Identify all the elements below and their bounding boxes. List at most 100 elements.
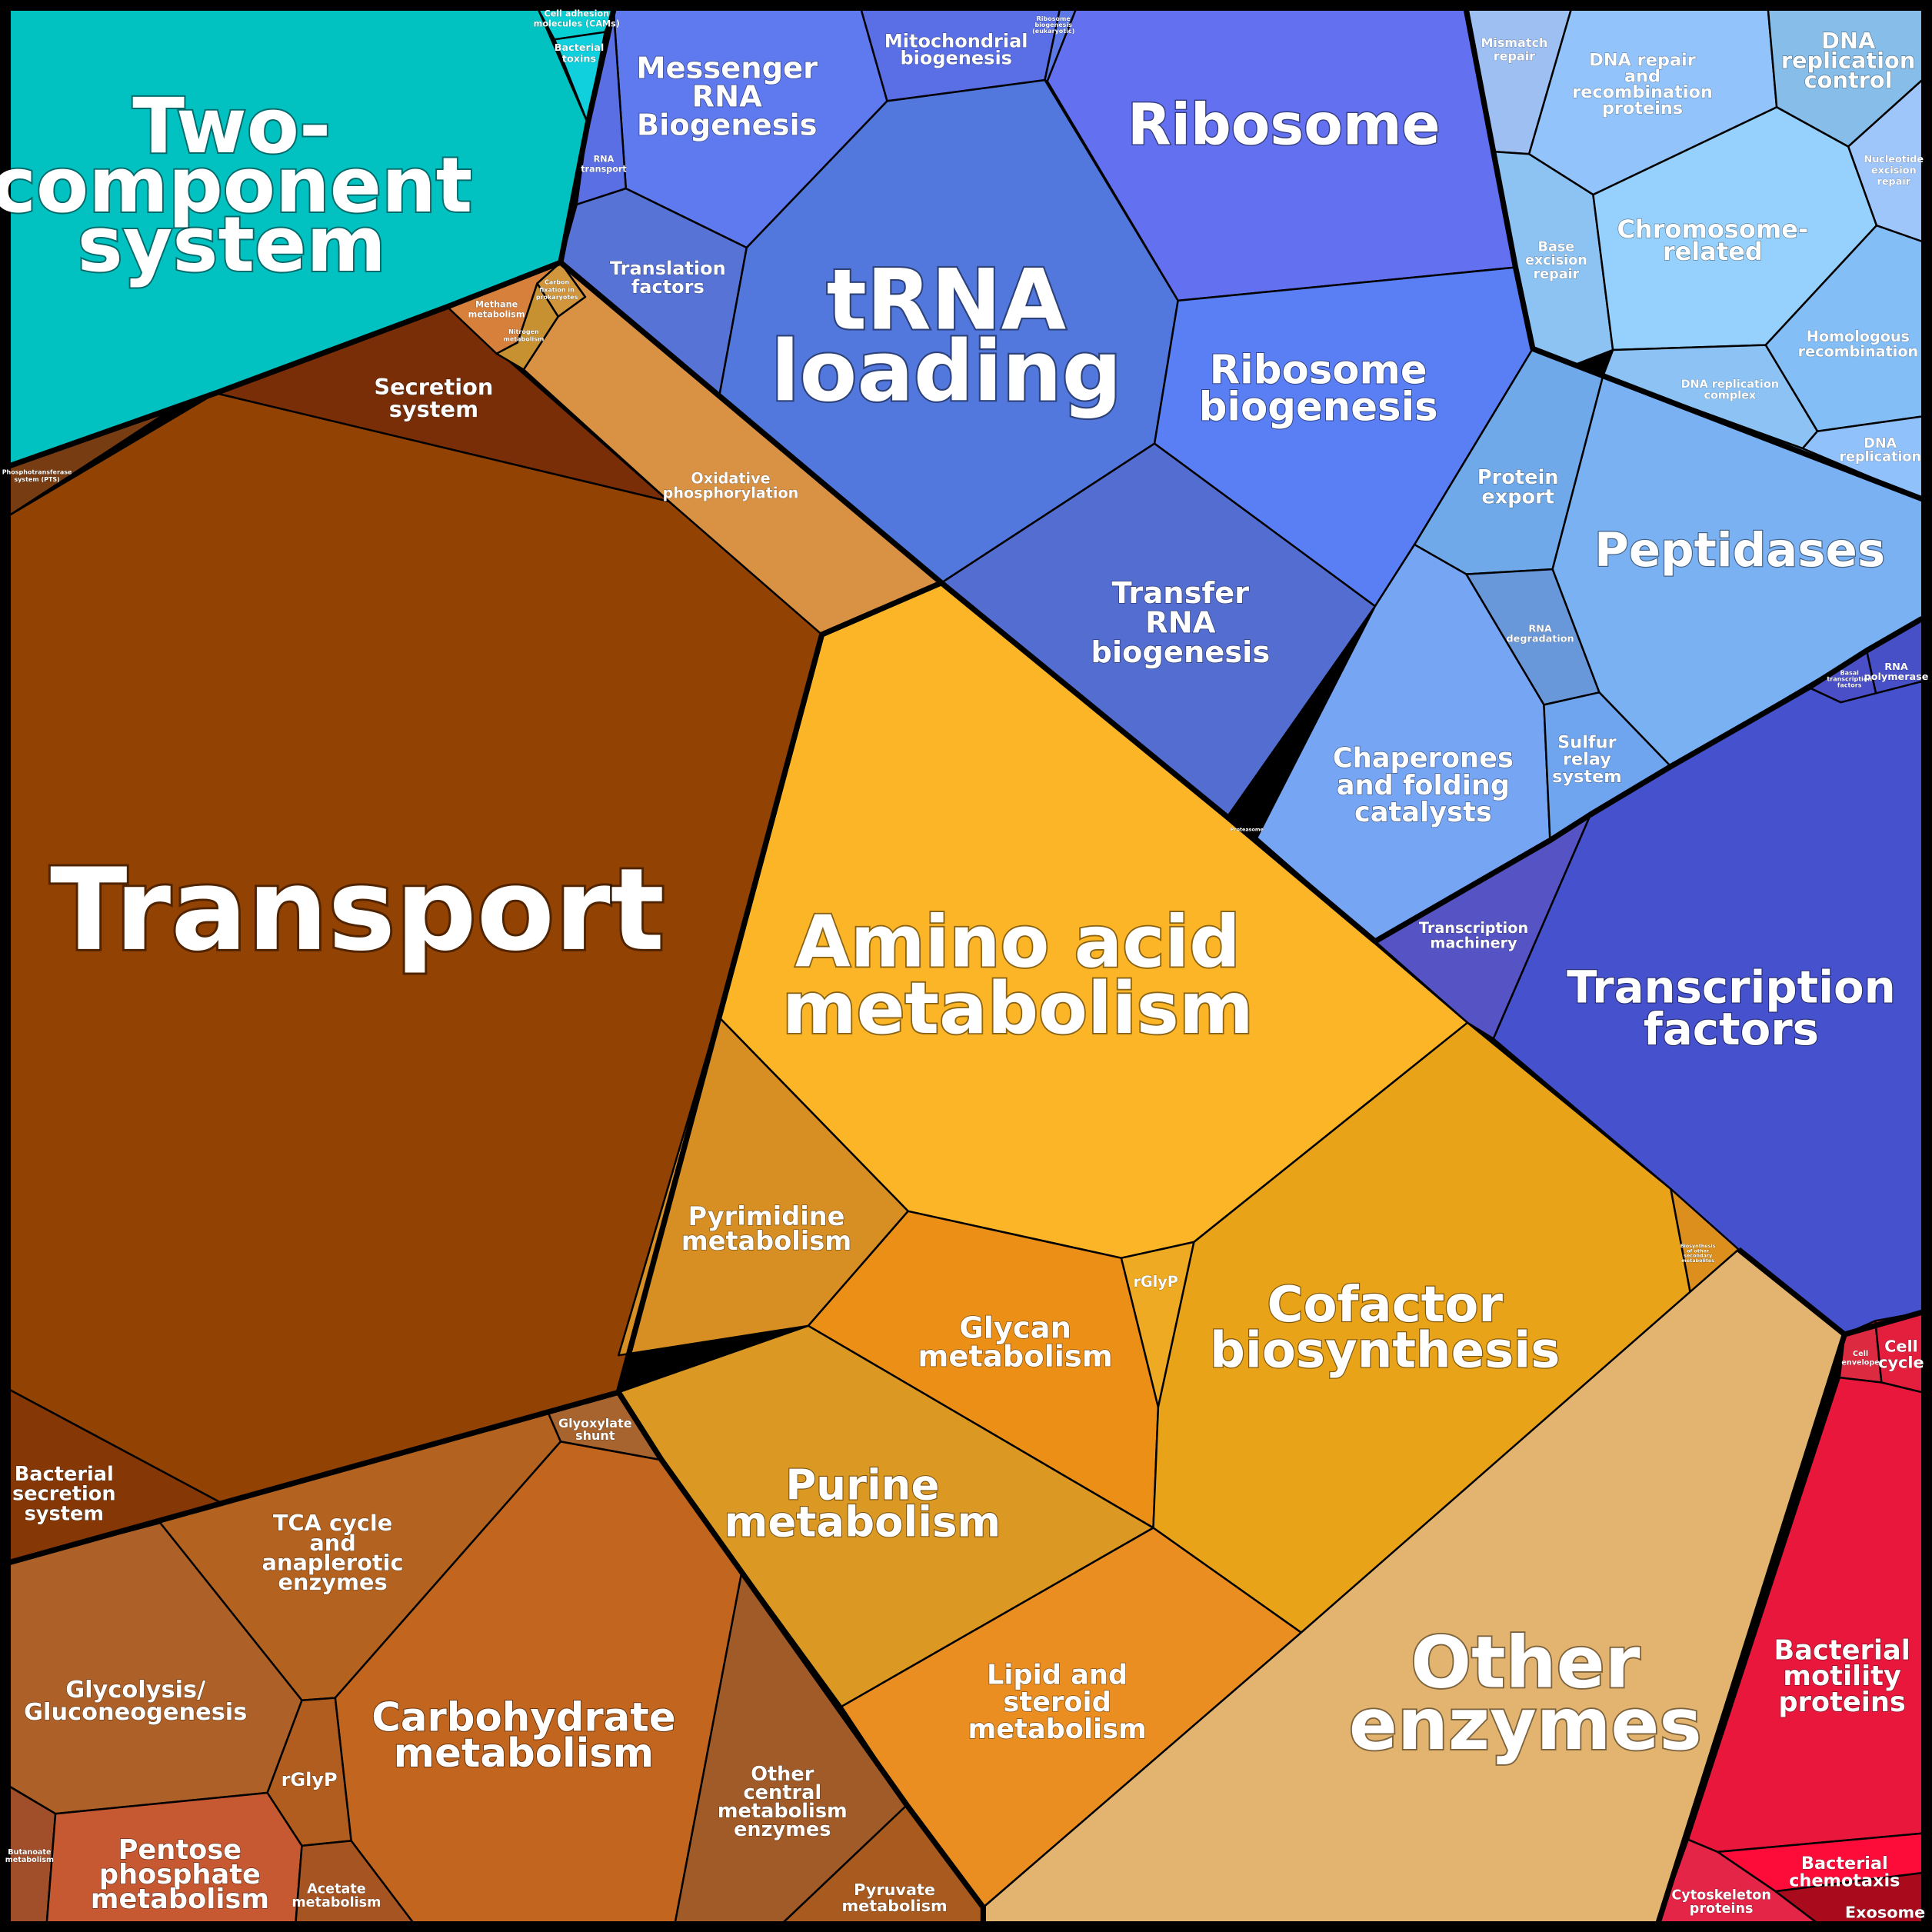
- label-line: DNA replication: [1681, 378, 1779, 391]
- label-line: biogenesis: [1199, 385, 1438, 431]
- label-transcription-factors: Transcription factors: [1567, 961, 1896, 1055]
- label-line: recombination: [1798, 342, 1919, 360]
- label-basal-transcription: Basal transcription factors: [1827, 670, 1872, 689]
- label-line: envelope: [1841, 1358, 1880, 1367]
- label-protein-export: Protein export: [1477, 466, 1559, 509]
- label-cofactor-biosynthesis: Cofactor biosynthesis: [1210, 1277, 1560, 1379]
- label-line: loading: [771, 322, 1121, 420]
- label-two-component: Two-component system: [0, 82, 472, 289]
- label-tca-cycle: TCA cycle and anaplerotic enzymes: [262, 1510, 404, 1595]
- label-line: Cytoskeleton: [1671, 1887, 1771, 1903]
- label-line: Bacterial: [1774, 1635, 1910, 1667]
- label-line: Cofactor: [1267, 1277, 1503, 1334]
- label-transcription-machinery: Transcription machinery: [1419, 919, 1528, 951]
- label-line: Nitrogen: [508, 328, 539, 335]
- label-line: recombination: [1572, 82, 1713, 102]
- label-chromosome-related: Chromosome-related: [1617, 215, 1808, 266]
- label-other-central: Other central metabolism enzymes: [718, 1763, 848, 1841]
- label-line: repair: [1877, 176, 1911, 188]
- label-line: transcription: [1827, 676, 1872, 683]
- label-pyrimidine-metabolism: Pyrimidine metabolism: [681, 1201, 852, 1256]
- label-line: control: [1804, 67, 1893, 93]
- label-line: RNA: [594, 155, 615, 165]
- label-line: component: [0, 142, 472, 230]
- label-line: proteins: [1778, 1687, 1905, 1718]
- label-trna-loading: tRNA loading: [771, 251, 1121, 420]
- label-line: Transcription: [1419, 919, 1528, 937]
- cells-layer: [8, 8, 1924, 1924]
- label-glycan-metabolism: Glycan metabolism: [918, 1311, 1112, 1374]
- label-glyoxylate-shunt: Glyoxylate shunt: [558, 1416, 632, 1443]
- label-line: RNA: [1145, 606, 1216, 641]
- label-line: Amino acid: [795, 901, 1241, 984]
- label-carbon-fixation: Carbon fixation in prokaryotes: [536, 279, 578, 301]
- label-line: metabolism: [918, 1340, 1112, 1374]
- label-line: machinery: [1430, 934, 1517, 951]
- label-line: Two-: [132, 82, 331, 171]
- label-line: shunt: [575, 1428, 615, 1443]
- label-line: catalysts: [1354, 797, 1492, 828]
- label-line: metabolism: [394, 1730, 655, 1777]
- label-carbohydrate-metabolism: Carbohydrate metabolism: [371, 1694, 675, 1776]
- label-line: relay: [1563, 750, 1611, 770]
- label-line: repair: [1534, 267, 1580, 282]
- label-line: Transport: [50, 844, 665, 976]
- label-line: Secretion: [374, 374, 493, 400]
- label-rglyp-amino: rGlyP: [1134, 1273, 1178, 1291]
- label-line: complex: [1704, 390, 1756, 402]
- label-line: Other: [751, 1763, 814, 1786]
- label-line: secondary: [1684, 1253, 1713, 1259]
- label-line: Nucleotide: [1864, 154, 1924, 165]
- label-purine-metabolism: Purine metabolism: [724, 1461, 1001, 1547]
- label-butanoate: Butanoate metabolism: [5, 1848, 54, 1864]
- label-line: Methane: [475, 300, 518, 310]
- label-line: replication: [1781, 48, 1916, 74]
- label-amino-acid-metabolism: Amino acid metabolism: [782, 901, 1254, 1051]
- label-line: metabolism: [782, 967, 1254, 1050]
- label-line: Glyoxylate: [558, 1416, 632, 1431]
- label-line: system: [25, 1502, 104, 1525]
- label-line: metabolism: [91, 1884, 269, 1915]
- label-mismatch-repair: Mismatch repair: [1481, 35, 1547, 64]
- label-line: motility: [1783, 1661, 1901, 1692]
- label-glycolysis: Glycolysis/Gluconeogenesis: [24, 1677, 247, 1726]
- label-transport: Transport: [50, 844, 665, 976]
- label-pyruvate: Pyruvate metabolism: [841, 1880, 947, 1915]
- label-line: RNA: [1528, 624, 1552, 635]
- label-line: chemotaxis: [1789, 1871, 1900, 1891]
- label-line: polymerase: [1864, 671, 1929, 683]
- label-line: Carbohydrate: [371, 1694, 675, 1740]
- label-line: factors: [1837, 682, 1862, 689]
- group-border: [1655, 1333, 1847, 1924]
- label-bacterial-motility: Bacterial motility proteins: [1774, 1635, 1910, 1718]
- label-line: metabolism: [291, 1895, 381, 1910]
- label-line: Peptidases: [1594, 523, 1885, 578]
- label-line: factors: [1644, 1003, 1819, 1055]
- label-mitochondrial-biogenesis: Mitochondrial biogenesis: [884, 30, 1028, 68]
- label-cell-cycle: Cell cycle: [1878, 1337, 1924, 1372]
- label-line: metabolism: [724, 1497, 1001, 1547]
- label-line: Basal: [1840, 670, 1859, 677]
- label-translation-factors: Translation factors: [610, 258, 726, 298]
- label-line: Mismatch: [1481, 35, 1547, 50]
- label-ribosome-biogenesis-small: Ribosome biogenesis (eukaryotic): [1032, 15, 1074, 35]
- label-secretion-system: Secretion system: [374, 374, 493, 422]
- label-cell-adhesion: Cell adhesion molecules (CAMs): [534, 9, 620, 29]
- label-line: biosynthesis: [1210, 1323, 1560, 1380]
- label-line: fixation in: [539, 286, 575, 293]
- label-rna-polymerase: RNA polymerase: [1864, 661, 1929, 683]
- label-line: Acetate: [307, 1881, 366, 1897]
- label-line: steroid: [1003, 1687, 1111, 1718]
- label-line: Transfer: [1111, 576, 1249, 611]
- label-line: metabolites: [1681, 1257, 1714, 1264]
- label-line: proteins: [1602, 98, 1683, 118]
- label-line: Ribosome: [1037, 15, 1071, 22]
- label-line: toxins: [562, 54, 597, 65]
- label-line: and folding: [1337, 770, 1510, 801]
- label-line: enzymes: [1349, 1683, 1702, 1766]
- label-dna-replication-complex: DNA replication complex: [1681, 378, 1779, 401]
- label-line: Purine: [785, 1461, 939, 1510]
- label-line: Phosphotransferase: [2, 468, 72, 475]
